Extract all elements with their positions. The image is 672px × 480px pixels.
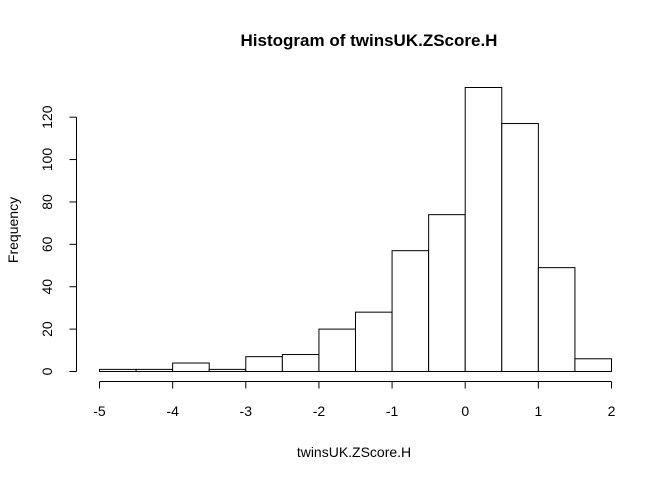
x-tick-label: 1 (534, 403, 542, 419)
histogram-bar (172, 362, 210, 372)
histogram-bar (537, 267, 576, 372)
y-tick-label: 0 (39, 367, 55, 375)
histogram-bar (428, 214, 466, 372)
histogram-bar (318, 328, 356, 372)
y-axis: 0 20 40 60 80 100 120 (39, 105, 77, 375)
x-axis: -5 -4 -3 -2 -1 0 1 2 (93, 381, 616, 419)
y-tick-label: 120 (39, 105, 55, 129)
histogram-bar (99, 368, 137, 373)
histogram-bar (391, 250, 430, 372)
y-tick-label: 60 (39, 236, 55, 252)
histogram-bar (464, 87, 503, 372)
histogram-bar (281, 354, 320, 373)
histogram-bar (245, 356, 283, 373)
histogram-bar (501, 123, 539, 372)
y-tick-label: 40 (39, 279, 55, 295)
bars (99, 87, 612, 373)
histogram-bar (574, 358, 612, 372)
y-tick-label: 20 (39, 321, 55, 337)
chart-title: Histogram of twinsUK.ZScore.H (241, 31, 498, 50)
y-tick-label: 80 (39, 194, 55, 210)
histogram-bar (135, 368, 174, 373)
x-tick-label: -2 (313, 403, 326, 419)
x-tick-label: -3 (240, 403, 253, 419)
y-axis-label: Frequency (5, 197, 21, 263)
x-tick-label: -1 (386, 403, 399, 419)
histogram-bar (355, 311, 393, 373)
x-tick-label: 0 (461, 403, 469, 419)
x-tick-label: -4 (166, 403, 179, 419)
x-axis-label: twinsUK.ZScore.H (297, 444, 411, 460)
y-tick-label: 100 (39, 148, 55, 172)
x-tick-label: 2 (608, 403, 616, 419)
x-tick-label: -5 (93, 403, 106, 419)
histogram-bar (208, 368, 247, 373)
